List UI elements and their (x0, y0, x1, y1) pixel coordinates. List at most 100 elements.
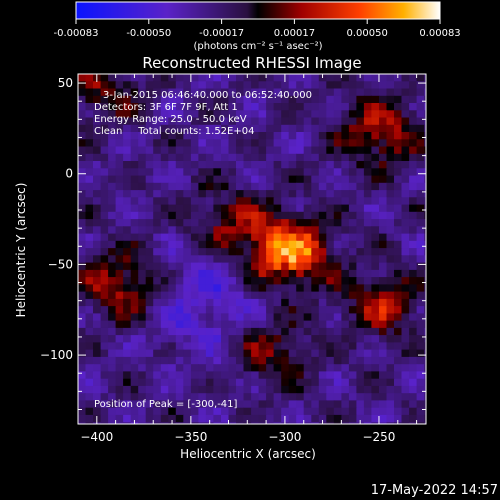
heatmap-cell (326, 233, 335, 242)
heatmap-cell (160, 248, 169, 256)
heatmap-cell (266, 233, 275, 242)
heatmap-cell (303, 233, 312, 242)
heatmap-cell (296, 422, 305, 424)
heatmap-cell (273, 219, 282, 227)
heatmap-cell (190, 197, 199, 206)
heatmap-cell (348, 385, 357, 394)
heatmap-cell (363, 284, 372, 293)
heatmap-cell (401, 168, 410, 177)
heatmap-cell (281, 335, 290, 343)
heatmap-cell (213, 81, 222, 90)
heatmap-cell (78, 248, 87, 256)
heatmap-cell (138, 81, 147, 90)
heatmap-cell (401, 139, 410, 148)
heatmap-cell (236, 211, 245, 220)
heatmap-cell (145, 284, 154, 293)
heatmap-cell (115, 81, 124, 90)
heatmap-cell (281, 277, 290, 285)
heatmap-cell (205, 335, 214, 343)
heatmap-cell (333, 255, 342, 264)
heatmap-cell (288, 313, 297, 322)
heatmap-cell (401, 378, 410, 387)
heatmap-cell (401, 422, 410, 424)
heatmap-cell (205, 327, 214, 336)
heatmap-cell (130, 95, 139, 104)
heatmap-cell (409, 255, 418, 264)
heatmap-cell (130, 197, 139, 206)
heatmap-cell (138, 393, 147, 402)
heatmap-cell (371, 139, 380, 148)
heatmap-cell (432, 205, 440, 213)
heatmap-cell (236, 284, 245, 293)
heatmap-cell (115, 422, 124, 424)
heatmap-cell (356, 204, 365, 213)
heatmap-cell (296, 197, 305, 206)
heatmap-cell (379, 124, 388, 133)
heatmap-cell (281, 204, 290, 213)
heatmap-cell (319, 429, 327, 437)
heatmap-cell (394, 168, 403, 177)
heatmap-cell (190, 95, 199, 104)
heatmap-cell (356, 197, 365, 206)
heatmap-cell (394, 226, 403, 235)
heatmap-cell (409, 182, 418, 191)
heatmap-cell (228, 153, 237, 162)
heatmap-cell (190, 168, 199, 177)
heatmap-cell (108, 88, 117, 97)
heatmap-cell (296, 385, 305, 394)
heatmap-cell (213, 349, 222, 358)
heatmap-cell (341, 182, 350, 191)
heatmap-cell (236, 255, 245, 264)
heatmap-cell (401, 349, 410, 358)
heatmap-cell (100, 103, 109, 111)
heatmap-cell (85, 197, 94, 206)
heatmap-cell (371, 298, 380, 307)
heatmap-cell (296, 378, 305, 387)
heatmap-cell (213, 407, 222, 416)
heatmap-cell (273, 132, 282, 140)
heatmap-cell (318, 81, 327, 90)
heatmap-cell (198, 335, 207, 343)
heatmap-cell (333, 335, 342, 343)
heatmap-cell (123, 255, 132, 264)
heatmap-cell (130, 284, 139, 293)
heatmap-cell (432, 408, 440, 416)
heatmap-cell (85, 356, 94, 365)
heatmap-cell (288, 95, 297, 104)
heatmap-cell (145, 161, 154, 169)
heatmap-cell (213, 429, 221, 437)
heatmap-cell (356, 262, 365, 271)
heatmap-cell (221, 153, 230, 162)
heatmap-cell (326, 371, 335, 380)
heatmap-cell (228, 175, 237, 184)
heatmap-cell (100, 168, 109, 177)
heatmap-cell (379, 146, 388, 155)
heatmap-cell (288, 400, 297, 409)
heatmap-cell (115, 277, 124, 285)
heatmap-cell (424, 284, 426, 293)
heatmap-cell (288, 356, 297, 365)
heatmap-cell (213, 262, 222, 271)
heatmap-cell (108, 393, 117, 402)
heatmap-cell (432, 400, 440, 408)
heatmap-cell (273, 306, 282, 314)
heatmap-cell (228, 407, 237, 416)
heatmap-cell (394, 211, 403, 220)
heatmap-cell (115, 349, 124, 358)
heatmap-cell (251, 168, 260, 177)
heatmap-cell (288, 182, 297, 191)
heatmap-cell (228, 400, 237, 409)
heatmap-cell (341, 277, 350, 285)
heatmap-cell (205, 277, 214, 285)
heatmap-cell (213, 248, 222, 256)
heatmap-cell (153, 124, 162, 133)
heatmap-cell (228, 182, 237, 191)
heatmap-cell (311, 385, 320, 394)
heatmap-cell (379, 327, 388, 336)
heatmap-cell (221, 226, 230, 235)
heatmap-cell (213, 197, 222, 206)
heatmap-cell (93, 327, 102, 336)
heatmap-cell (356, 371, 365, 380)
heatmap-cell (401, 146, 410, 155)
heatmap-cell (394, 132, 403, 140)
